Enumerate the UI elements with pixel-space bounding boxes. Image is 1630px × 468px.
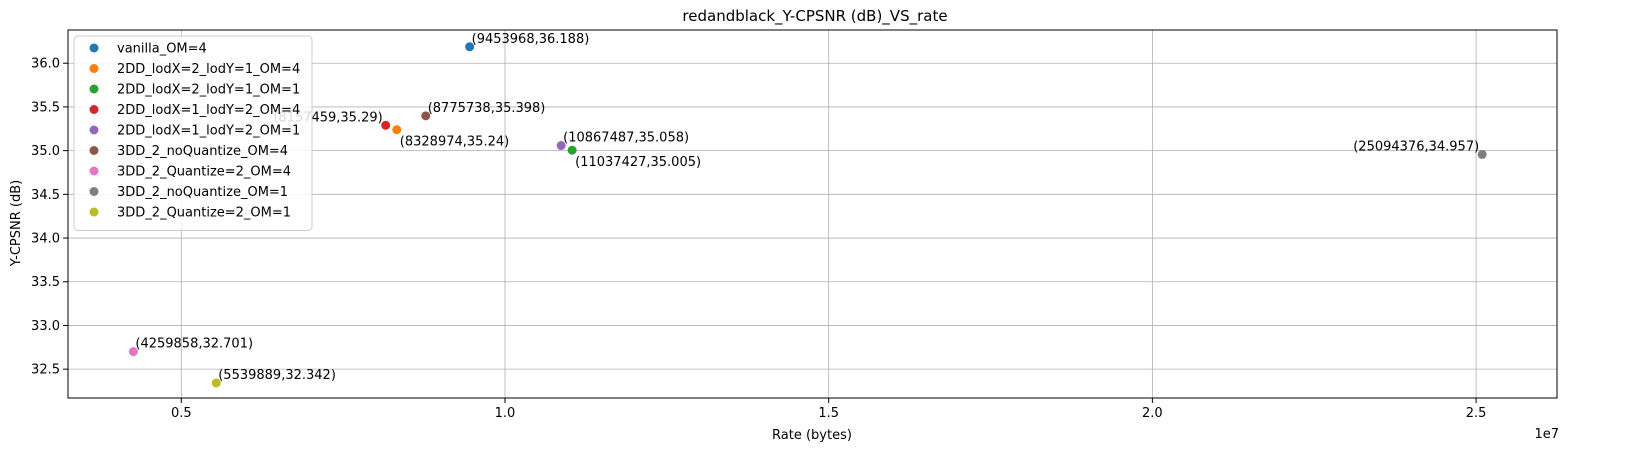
data-point: [465, 42, 475, 52]
data-label: (9453968,36.188): [472, 32, 590, 47]
y-tick-label: 34.5: [31, 188, 60, 203]
x-tick-label: 2.5: [1466, 406, 1487, 421]
data-point: [381, 120, 391, 130]
data-point: [392, 125, 402, 135]
legend-entry-label: 3DD_2_noQuantize_OM=4: [117, 144, 288, 159]
y-tick-label: 33.0: [31, 319, 60, 334]
legend-marker: [89, 43, 99, 53]
legend-entry-label: 2DD_lodX=2_lodY=1_OM=4: [117, 62, 300, 77]
y-tick-label: 33.5: [31, 275, 60, 290]
legend-marker: [89, 84, 99, 94]
legend-entry-label: 3DD_2_noQuantize_OM=1: [117, 185, 288, 200]
legend-entry-label: 3DD_2_Quantize=2_OM=1: [117, 206, 291, 221]
y-tick-label: 35.5: [31, 100, 60, 115]
data-point: [211, 378, 221, 388]
data-point: [421, 111, 431, 121]
x-tick-label: 1.5: [818, 406, 839, 421]
legend: vanilla_OM=4 2DD_lodX=2_lodY=1_OM=4 2DD_lo…: [73, 35, 313, 231]
grid: [68, 30, 1557, 398]
chart-title: redandblack_Y-CPSNR (dB)_VS_rate: [682, 7, 947, 26]
x-tick-label: 0.5: [171, 406, 192, 421]
axis-ticks: 0.5 1.0 1.5 2.0 2.5 32.5 33.0 33.5 34.0 34.5 35.0 3…: [31, 57, 1486, 421]
data-label: (10867487,35.058): [563, 131, 689, 146]
x-axis-offset-text: 1e7: [1534, 427, 1559, 442]
legend-marker: [89, 125, 99, 135]
data-point: [556, 141, 566, 151]
y-tick-label: 35.0: [31, 144, 60, 159]
legend-marker: [89, 166, 99, 176]
data-label: (8775738,35.398): [428, 101, 546, 116]
legend-marker: [89, 187, 99, 196]
legend-marker: [89, 64, 99, 73]
legend-entry-label: 2DD_lodX=1_lodY=2_OM=1: [117, 124, 300, 139]
x-tick-label: 1.0: [495, 406, 516, 421]
legend-marker: [89, 146, 99, 155]
legend-entry-label: 2DD_lodX=1_lodY=2_OM=4: [117, 103, 300, 118]
data-label: (25094376,34.957): [1353, 139, 1479, 154]
y-tick-label: 34.0: [31, 232, 60, 247]
data-point: [567, 145, 577, 155]
data-point: [128, 347, 138, 357]
x-tick-label: 2.0: [1142, 406, 1163, 421]
legend-entry-label: 3DD_2_Quantize=2_OM=4: [117, 165, 291, 180]
legend-entry-label: vanilla_OM=4: [117, 42, 207, 57]
data-label: (8328974,35.24): [400, 135, 509, 150]
y-tick-label: 36.0: [31, 57, 60, 72]
data-points: [128, 42, 1487, 388]
data-label: (4259858,32.701): [135, 337, 253, 352]
data-label: (11037427,35.005): [575, 155, 701, 170]
plot-area-frame: [67, 29, 1558, 399]
legend-marker: [89, 207, 99, 217]
data-label: (5539889,32.342): [218, 368, 336, 383]
data-labels: (9453968,36.188) (8328974,35.24) (11037427…: [135, 32, 1479, 383]
y-tick-label: 32.5: [31, 363, 60, 378]
legend-frame: [73, 35, 313, 231]
data-point: [1477, 149, 1487, 159]
legend-entry-label: 2DD_lodX=2_lodY=1_OM=1: [117, 83, 300, 98]
y-axis-label: Y-CPSNR (dB): [9, 180, 24, 267]
x-axis-label: Rate (bytes): [772, 428, 852, 443]
legend-marker: [89, 105, 99, 114]
